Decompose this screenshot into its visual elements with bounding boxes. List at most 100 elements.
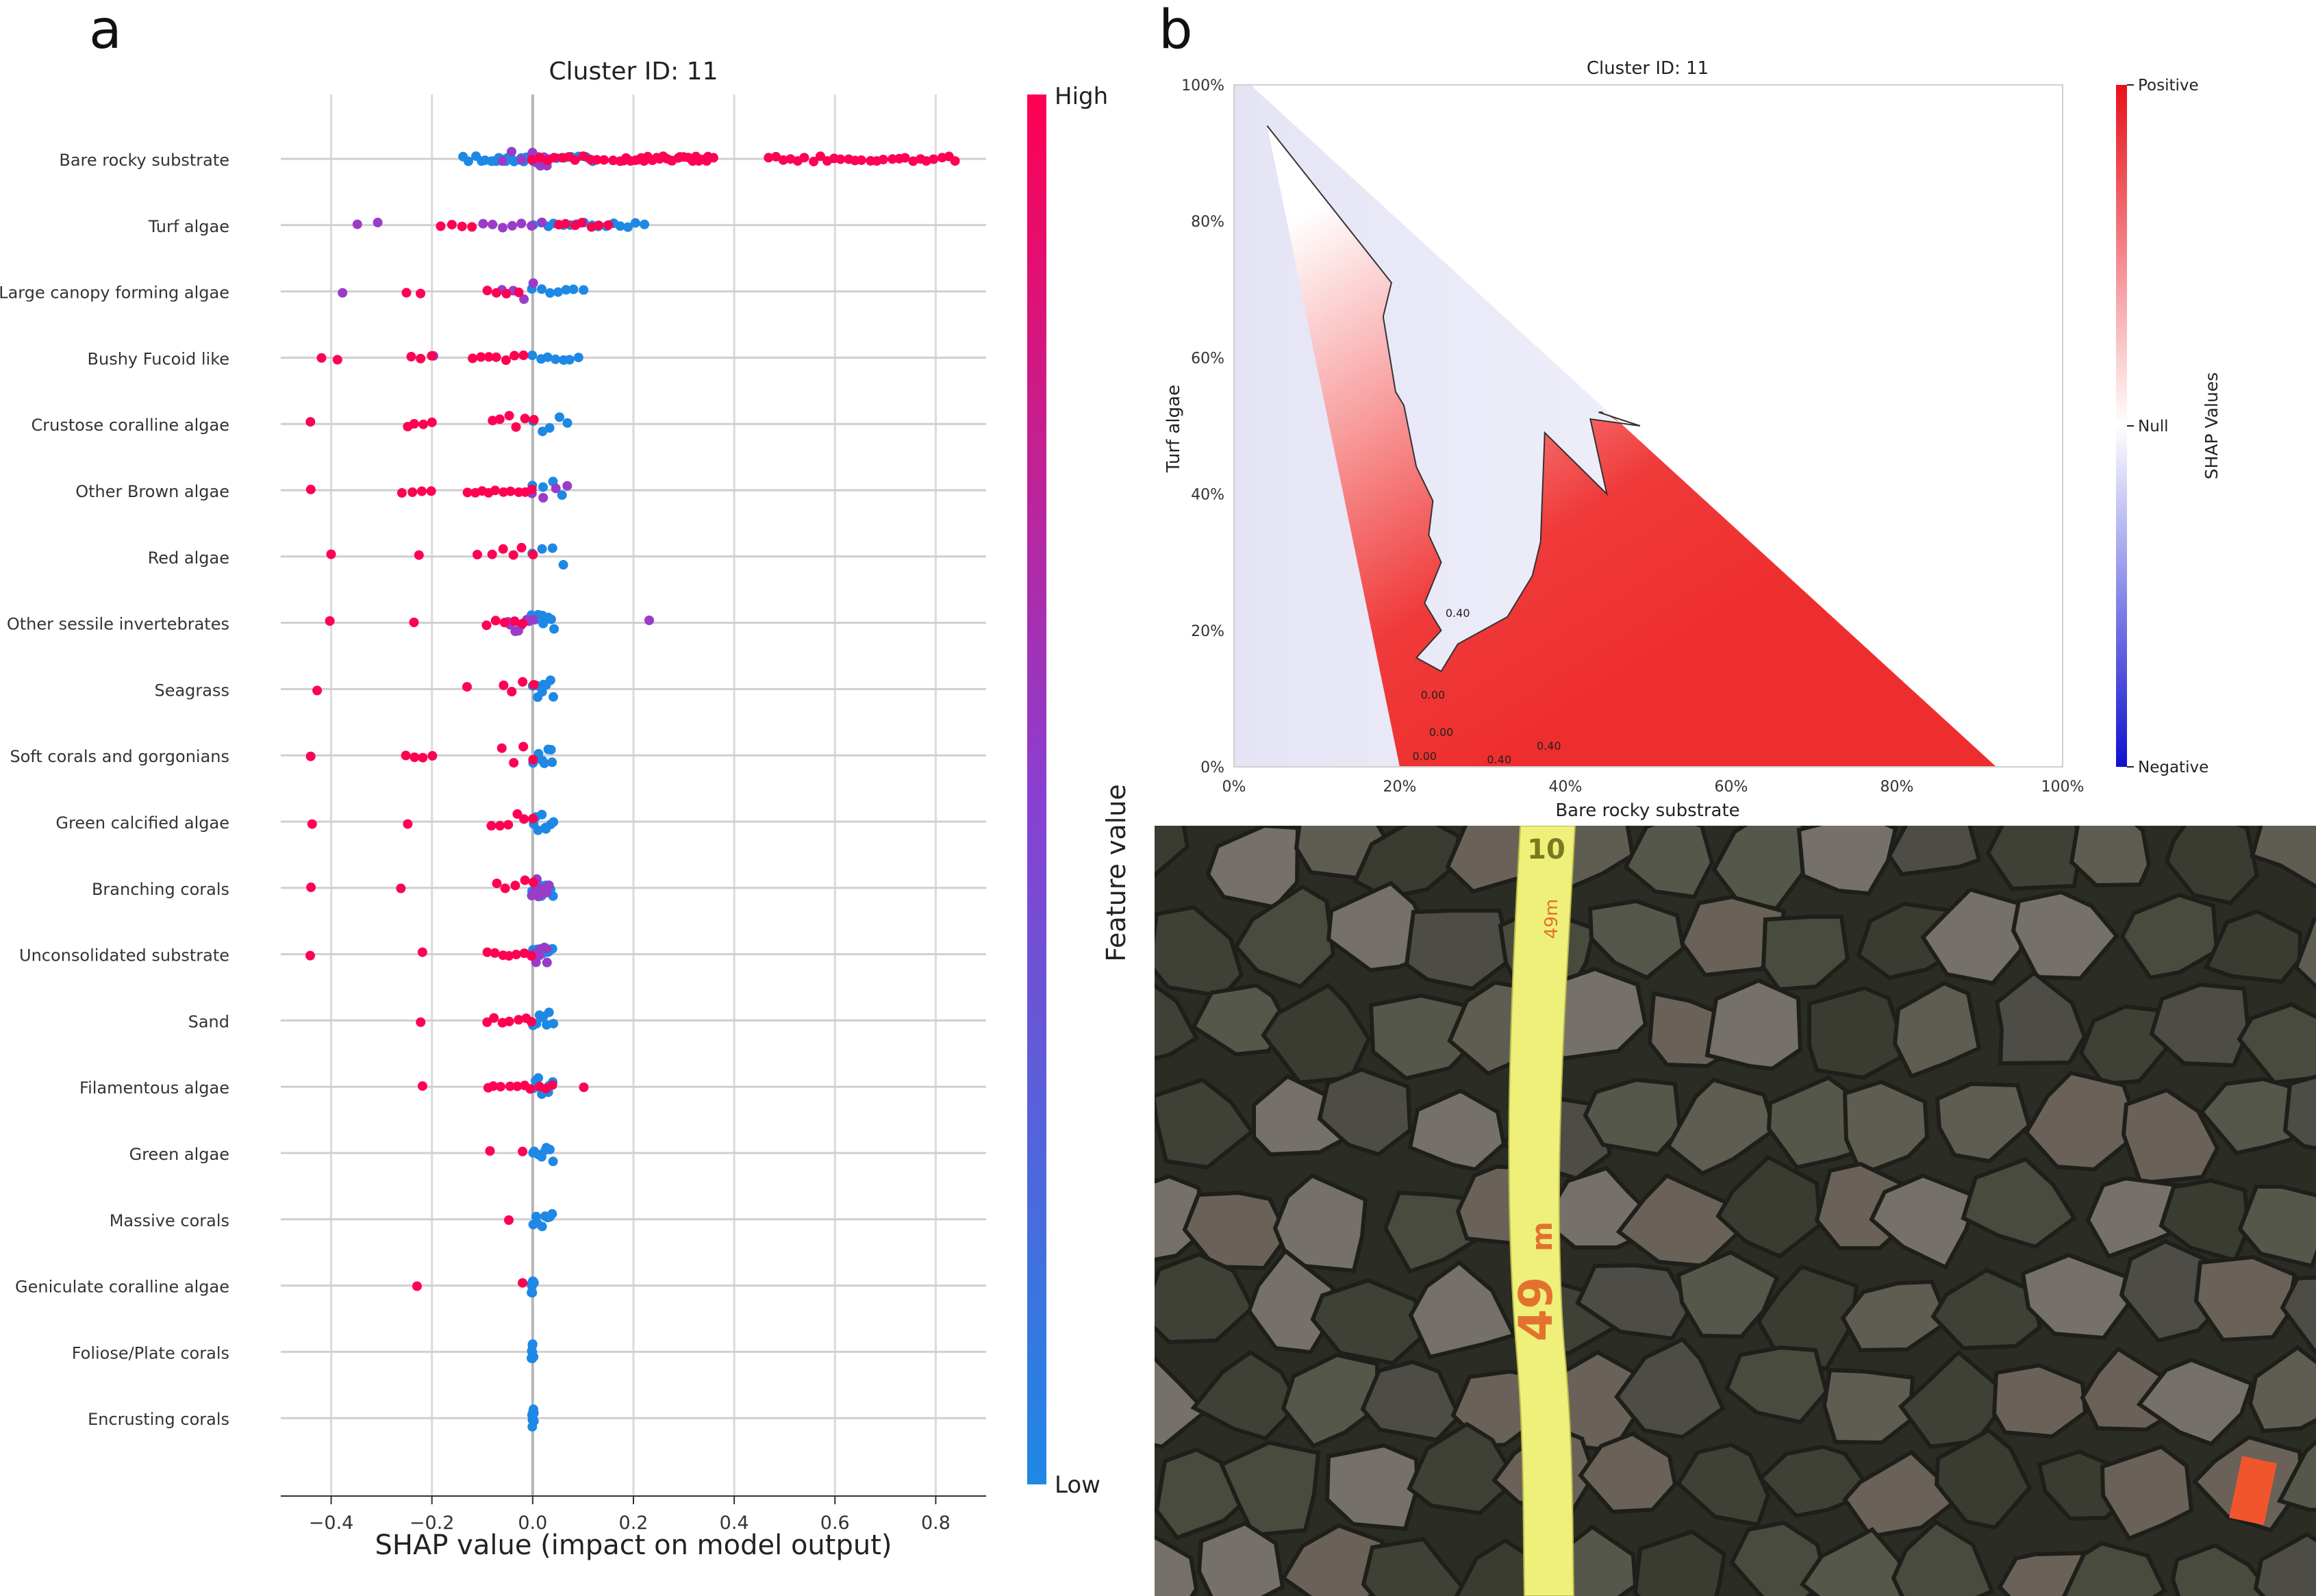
rock [1575,1263,1693,1341]
rock [2119,892,2219,980]
shap-point-high [856,155,866,165]
shap-point-high [618,155,629,166]
shap-point-high [527,155,537,165]
shap-point-high [462,487,473,498]
shap-point-high [527,1017,536,1027]
shap-point-high [409,419,419,429]
shap-point-low [630,218,640,228]
shap-point-low [533,825,543,835]
rock [2203,909,2303,985]
rock [2024,1070,2143,1172]
shap-point-low [549,692,558,702]
shap-point-high [504,1016,514,1026]
shap-point-high [491,288,501,298]
shap-point-high [467,222,477,232]
shap-point-high [495,821,505,831]
shap-point-mid [544,881,554,890]
shap-point-high [507,687,517,697]
rock [1317,1067,1413,1157]
shap-point-high [505,486,516,496]
shap-point-high [482,286,492,296]
shap-point-high [487,549,497,559]
shap-point-high [771,151,781,162]
shap-point-low [547,1208,557,1219]
rock [2062,1541,2167,1596]
rock [1679,894,1787,978]
rock [2136,1357,2254,1447]
rock [1272,1173,1368,1274]
shap-point-high [518,350,529,360]
shap-point-high [514,1015,524,1025]
shap-point-low [561,285,571,295]
shap-point-high [483,352,494,362]
feature-label: Soft corals and gorgonians [10,747,229,766]
shap-point-high [417,947,427,957]
shap-point-high [401,288,412,298]
shap-point-high [520,875,530,885]
rock [1587,898,1686,980]
shap-point-low [533,1073,543,1083]
shap-point-low [538,427,548,437]
feature-label: Branching corals [92,880,229,899]
contour-label: 0.00 [1421,688,1446,701]
shap-point-high [509,758,519,768]
rock [1233,884,1336,989]
shap-point-low [562,418,572,428]
feature-label: Large canopy forming algae [0,283,229,303]
shap-point-mid [551,483,561,494]
shap-point-high [503,820,514,830]
rock [2193,1254,2298,1343]
shap-point-high [499,487,509,497]
shap-point-low [622,222,633,232]
rock [2020,1252,2133,1341]
shap-point-high [510,881,520,891]
shap-point-high [305,950,315,961]
rock [1842,1449,1959,1539]
shap-point-high [486,821,496,831]
feature-label: Bare rocky substrate [59,151,229,170]
shap-point-high [325,616,335,626]
shap-point-mid [498,223,508,233]
rock [2100,1444,2194,1541]
shap-point-high [835,154,846,164]
shap-point-high [416,288,426,299]
shap-point-mid [644,616,654,625]
shap-point-high [547,1080,557,1090]
beeswarm-title: Cluster ID: 11 [549,58,718,86]
feature-label: Massive corals [110,1211,229,1230]
x-tick-label: 80% [1880,778,1914,796]
shap-point-high [496,1082,505,1092]
shap-point-high [401,750,411,761]
shap-point-mid [478,218,488,229]
contour-label: 0.00 [1429,726,1454,739]
feature-label: Filamentous algae [79,1078,229,1098]
rock-cobbles [1155,826,2316,1596]
rock [1935,1081,2032,1164]
shap-point-low [537,544,547,554]
shap-point-high [509,351,520,361]
shap-values-colorbar [2116,85,2127,767]
rock [1997,1550,2092,1596]
shap-point-high [305,417,316,427]
rock [1761,915,1850,992]
shap-point-high [418,419,429,429]
beeswarm-feature-rows: Bare rocky substrate Turf algae Large cano… [0,151,986,1429]
feature-label: Crustose coralline algae [32,416,229,435]
shap-point-high [900,153,910,163]
shap-point-low [553,287,563,297]
shap-point-high [929,154,939,164]
shap-summary-plot: a Cluster ID: 11 Bare rocky substrate Tur… [0,0,1131,1561]
shap-point-high [306,882,316,892]
x-tick-label: 60% [1715,778,1748,796]
feature-label: Seagrass [154,681,229,700]
shap-point-high [921,156,931,166]
shap-point-high [639,156,649,166]
rock [1994,970,2087,1066]
shap-point-high [307,819,317,829]
rock [1887,826,1982,877]
rock [2085,1176,2188,1259]
shap-point-high [518,618,528,629]
shap-point-low [477,156,487,166]
shap-point-high [416,1017,426,1027]
shap-point-high [527,484,537,494]
